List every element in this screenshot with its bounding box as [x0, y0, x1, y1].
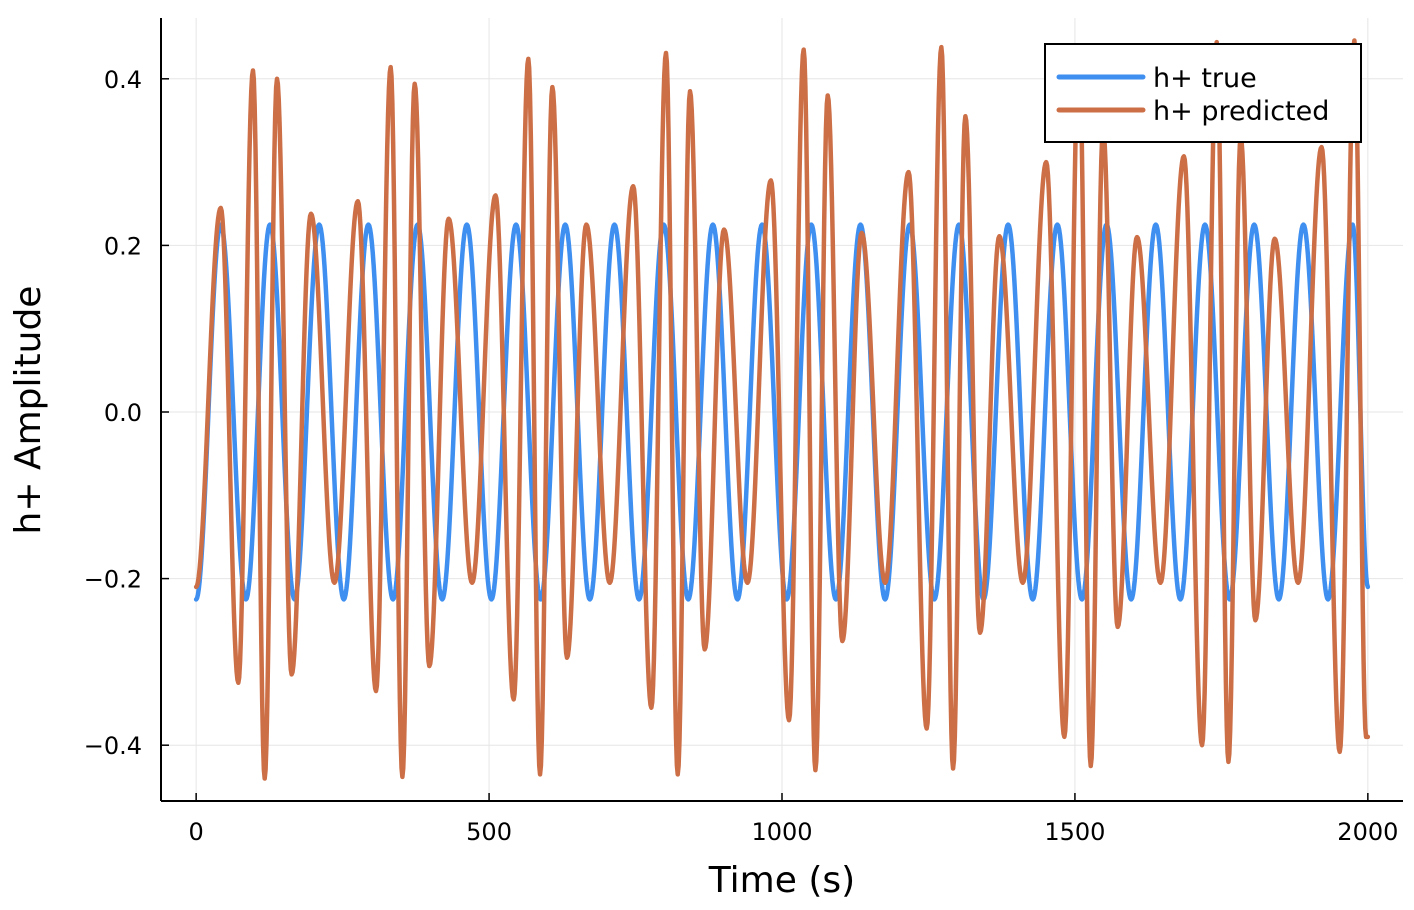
x-tick-label: 0 — [189, 818, 204, 846]
y-tick-label: 0.2 — [104, 232, 142, 260]
y-tick-label: 0.0 — [104, 399, 142, 427]
y-tick-label: 0.4 — [104, 66, 142, 94]
x-tick-label: 500 — [466, 818, 512, 846]
y-axis-ticks: −0.4 −0.2 0.0 0.2 0.4 — [84, 66, 169, 760]
x-tick-label: 2000 — [1337, 818, 1398, 846]
x-tick-label: 1000 — [751, 818, 812, 846]
series-layer — [193, 38, 1371, 781]
x-tick-label: 1500 — [1044, 818, 1105, 846]
y-axis-title: h+ Amplitude — [8, 286, 49, 535]
legend-label-h-predicted: h+ predicted — [1153, 96, 1329, 127]
x-axis-ticks: 0 500 1000 1500 2000 — [189, 793, 1398, 846]
legend-box — [1044, 43, 1362, 143]
legend-label-h-true: h+ true — [1153, 63, 1257, 94]
legend: h+ true h+ predicted — [1044, 43, 1362, 143]
series-line-h-predicted — [193, 38, 1371, 781]
y-tick-label: −0.4 — [84, 732, 142, 760]
y-tick-label: −0.2 — [84, 566, 142, 594]
x-axis-title: Time (s) — [708, 860, 855, 901]
